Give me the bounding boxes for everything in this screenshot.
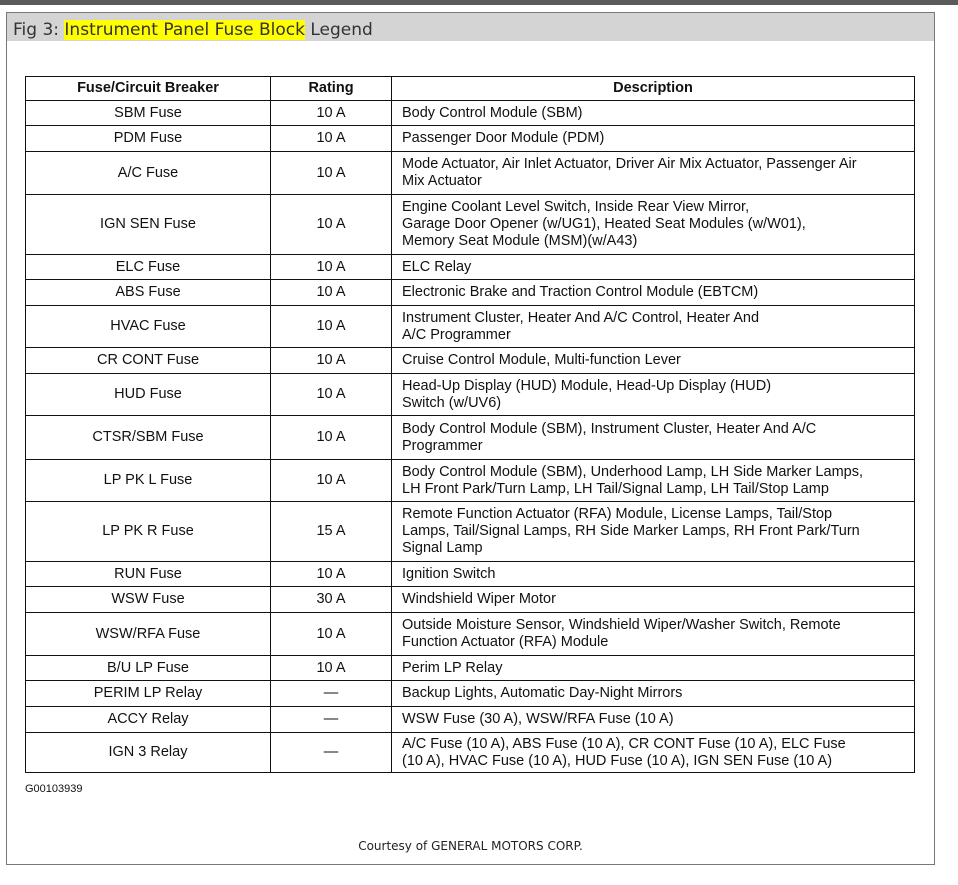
courtesy-note: Courtesy of GENERAL MOTORS CORP.	[358, 839, 583, 853]
fuse-cell: LP PK L Fuse	[25, 459, 271, 502]
description-cell: Mode Actuator, Air Inlet Actuator, Drive…	[391, 151, 915, 195]
table-row: LP PK R Fuse 15 A Remote Function Actuator…	[25, 501, 915, 562]
description-cell: Instrument Cluster, Heater And A/C Contr…	[391, 305, 915, 348]
table-row: PERIM LP Relay — Backup Lights, Automatic …	[25, 680, 915, 707]
description-cell: Body Control Module (SBM), Underhood Lam…	[391, 459, 915, 502]
table-row: ELC Fuse 10 A ELC Relay	[25, 254, 915, 280]
fuse-cell: LP PK R Fuse	[25, 501, 271, 562]
fuse-cell: CTSR/SBM Fuse	[25, 415, 271, 460]
table-row: HUD Fuse 10 A Head-Up Display (HUD) Module…	[25, 373, 915, 416]
description-cell: Engine Coolant Level Switch, Inside Rear…	[391, 194, 915, 255]
table-row: RUN Fuse 10 A Ignition Switch	[25, 561, 915, 587]
fuse-cell: A/C Fuse	[25, 151, 271, 195]
rating-cell: 10 A	[270, 100, 392, 126]
fuse-cell: IGN SEN Fuse	[25, 194, 271, 255]
description-cell: Windshield Wiper Motor	[391, 586, 915, 613]
rating-cell: 10 A	[270, 347, 392, 374]
table-row: WSW Fuse 30 A Windshield Wiper Motor	[25, 586, 915, 613]
description-cell: Body Control Module (SBM)	[391, 100, 915, 126]
description-cell: ELC Relay	[391, 254, 915, 280]
table-row: ABS Fuse 10 A Electronic Brake and Tractio…	[25, 279, 915, 306]
fuse-cell: WSW/RFA Fuse	[25, 612, 271, 656]
table-row: IGN 3 Relay — A/C Fuse (10 A), ABS Fuse (1…	[25, 732, 915, 773]
fuse-cell: HUD Fuse	[25, 373, 271, 416]
rating-cell: 10 A	[270, 279, 392, 306]
rating-cell: —	[270, 732, 392, 773]
description-cell: Passenger Door Module (PDM)	[391, 125, 915, 152]
rating-cell: 10 A	[270, 459, 392, 502]
title-highlight: Instrument Panel Fuse Block	[64, 20, 305, 40]
description-cell: Perim LP Relay	[391, 655, 915, 681]
figure-code: G00103939	[25, 783, 83, 795]
rating-cell: 10 A	[270, 561, 392, 587]
fuse-cell: ABS Fuse	[25, 279, 271, 306]
rating-cell: 10 A	[270, 655, 392, 681]
title-suffix: Legend	[304, 20, 373, 40]
description-cell: A/C Fuse (10 A), ABS Fuse (10 A), CR CON…	[391, 732, 915, 773]
rating-cell: —	[270, 706, 392, 733]
table-row: HVAC Fuse 10 A Instrument Cluster, Heater …	[25, 305, 915, 348]
fuse-cell: CR CONT Fuse	[25, 347, 271, 374]
table-row: IGN SEN Fuse 10 A Engine Coolant Level Swi…	[25, 194, 915, 255]
description-cell: Backup Lights, Automatic Day-Night Mirro…	[391, 680, 915, 707]
fuse-cell: ACCY Relay	[25, 706, 271, 733]
fuse-cell: HVAC Fuse	[25, 305, 271, 348]
header-description: Description	[391, 76, 915, 101]
top-bar	[0, 0, 958, 5]
description-cell: Remote Function Actuator (RFA) Module, L…	[391, 501, 915, 562]
title-prefix: Fig 3:	[13, 20, 65, 40]
table-row: SBM Fuse 10 A Body Control Module (SBM)	[25, 100, 915, 126]
fuse-cell: PDM Fuse	[25, 125, 271, 152]
header-rating: Rating	[270, 76, 392, 101]
rating-cell: 30 A	[270, 586, 392, 613]
fuse-cell: WSW Fuse	[25, 586, 271, 613]
description-cell: Cruise Control Module, Multi-function Le…	[391, 347, 915, 374]
table-row: CR CONT Fuse 10 A Cruise Control Module, M…	[25, 347, 915, 374]
fuse-cell: PERIM LP Relay	[25, 680, 271, 707]
description-cell: Electronic Brake and Traction Control Mo…	[391, 279, 915, 306]
rating-cell: 10 A	[270, 125, 392, 152]
figure-title-bar: Fig 3: Instrument Panel Fuse Block Legen…	[7, 13, 934, 41]
table-row: B/U LP Fuse 10 A Perim LP Relay	[25, 655, 915, 681]
rating-cell: 10 A	[270, 151, 392, 195]
rating-cell: 10 A	[270, 194, 392, 255]
description-cell: Body Control Module (SBM), Instrument Cl…	[391, 415, 915, 460]
rating-cell: —	[270, 680, 392, 707]
rating-cell: 10 A	[270, 305, 392, 348]
rating-cell: 10 A	[270, 612, 392, 656]
description-cell: Ignition Switch	[391, 561, 915, 587]
fuse-cell: ELC Fuse	[25, 254, 271, 280]
figure-title: Fig 3: Instrument Panel Fuse Block Legen…	[13, 20, 373, 40]
rating-cell: 10 A	[270, 254, 392, 280]
description-cell: WSW Fuse (30 A), WSW/RFA Fuse (10 A)	[391, 706, 915, 733]
table-row: ACCY Relay — WSW Fuse (30 A), WSW/RFA Fuse…	[25, 706, 915, 733]
description-cell: Head-Up Display (HUD) Module, Head-Up Di…	[391, 373, 915, 416]
table-row: A/C Fuse 10 A Mode Actuator, Air Inlet Act…	[25, 151, 915, 195]
table-row: PDM Fuse 10 A Passenger Door Module (PDM)	[25, 125, 915, 152]
rating-cell: 10 A	[270, 373, 392, 416]
figure-panel: Fig 3: Instrument Panel Fuse Block Legen…	[6, 12, 935, 865]
rating-cell: 10 A	[270, 415, 392, 460]
description-cell: Outside Moisture Sensor, Windshield Wipe…	[391, 612, 915, 656]
rating-cell: 15 A	[270, 501, 392, 562]
table-row: WSW/RFA Fuse 10 A Outside Moisture Sensor,…	[25, 612, 915, 656]
fuse-cell: IGN 3 Relay	[25, 732, 271, 773]
fuse-cell: B/U LP Fuse	[25, 655, 271, 681]
table-header-row: Fuse/Circuit Breaker Rating Description	[25, 76, 915, 101]
fuse-cell: RUN Fuse	[25, 561, 271, 587]
table-row: CTSR/SBM Fuse 10 A Body Control Module (SB…	[25, 415, 915, 460]
fuse-legend-table: Fuse/Circuit Breaker Rating Description …	[25, 76, 915, 773]
header-fuse: Fuse/Circuit Breaker	[25, 76, 271, 101]
fuse-cell: SBM Fuse	[25, 100, 271, 126]
table-row: LP PK L Fuse 10 A Body Control Module (SBM…	[25, 459, 915, 502]
